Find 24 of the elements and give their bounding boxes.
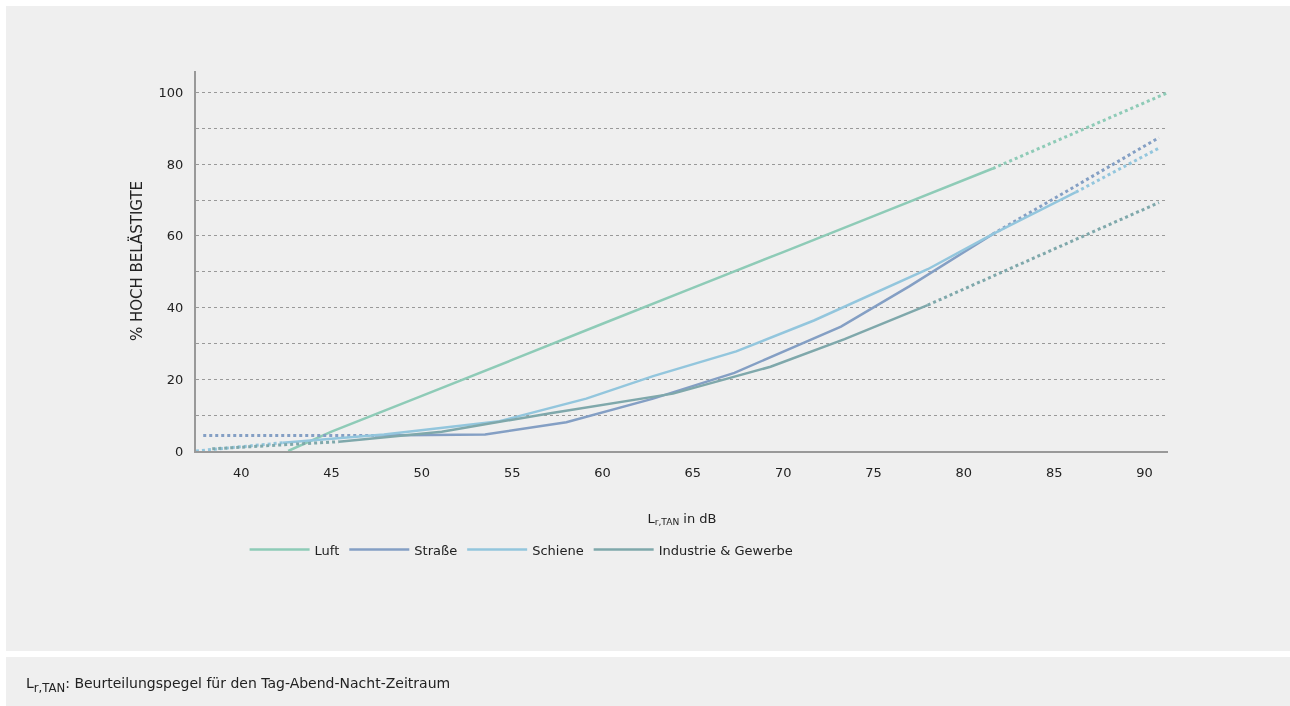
x-tick-label: 70: [774, 464, 792, 480]
x-tick-label: 50: [413, 464, 431, 480]
x-axis-title: L$_{r,TAN}$ in dB: [647, 510, 717, 528]
y-tick-label: 20: [166, 371, 184, 387]
legend-label: Schiene: [532, 542, 584, 558]
text: L$_{r,TAN}$: Beurteilungspegel für den Tag-Abend-Nacht-Zeitraum: [6, 657, 1290, 706]
x-tick-label: 65: [684, 464, 702, 480]
y-tick-label: 40: [166, 300, 184, 316]
x-tick-label: 90: [1136, 464, 1153, 480]
x-tick-label: 40: [232, 464, 250, 480]
y-tick-label: 100: [158, 85, 184, 101]
x-tick-label: 85: [1045, 464, 1063, 480]
y-tick-label: 80: [166, 156, 184, 172]
legend-label: Luft: [314, 542, 340, 558]
y-tick-label: 0: [175, 443, 184, 459]
x-tick-label: 60: [594, 464, 611, 480]
y-axis-title: % HOCH BELÄSTIGTE: [127, 180, 147, 342]
legend-label: Industrie & Gewerbe: [658, 542, 793, 558]
legend-label: Straße: [414, 542, 458, 558]
x-tick-label: 45: [323, 464, 340, 480]
y-tick-label: 60: [166, 228, 184, 244]
x-tick-label: 80: [955, 464, 973, 480]
x-tick-label: 75: [865, 464, 882, 480]
x-tick-label: 55: [503, 464, 521, 480]
